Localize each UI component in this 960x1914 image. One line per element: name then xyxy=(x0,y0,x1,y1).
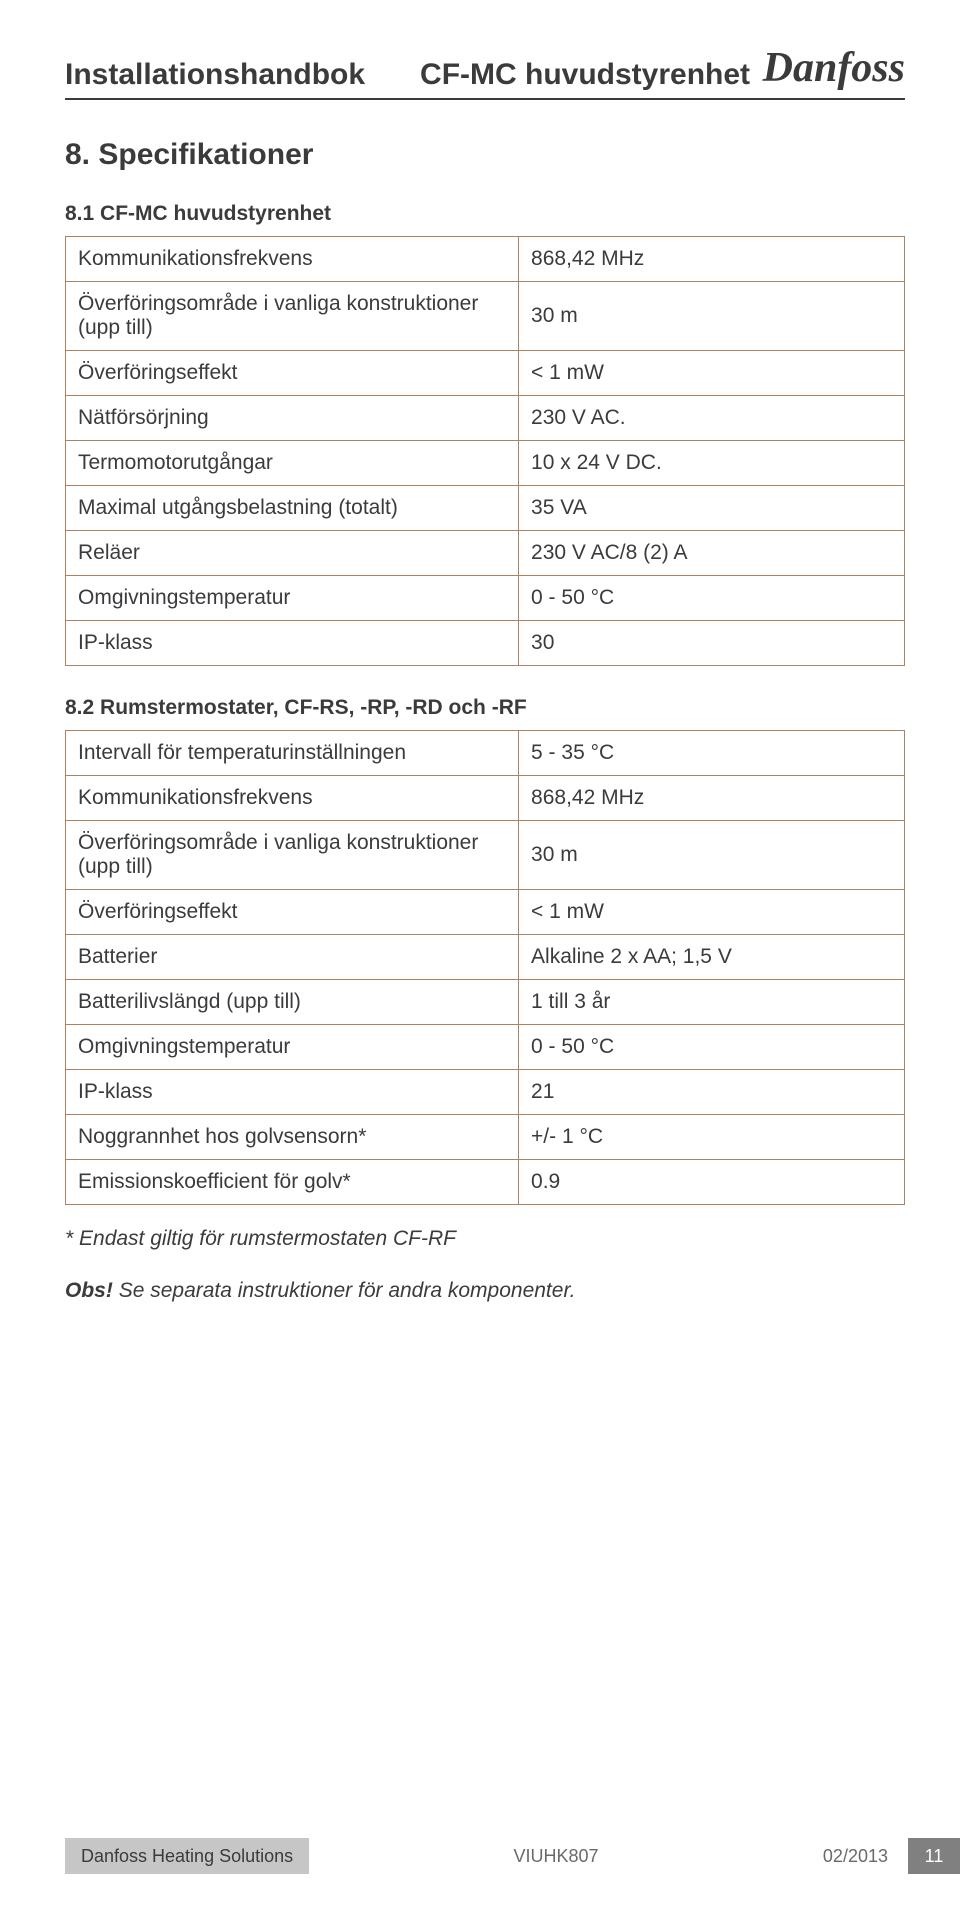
spec-value: 30 m xyxy=(519,820,905,889)
page-header: Installationshandbok CF-MC huvudstyrenhe… xyxy=(65,50,905,100)
spec-label: Noggrannhet hos golvsensorn* xyxy=(66,1114,519,1159)
obs-note: Obs! Se separata instruktioner för andra… xyxy=(65,1279,905,1303)
spec-value: 868,42 MHz xyxy=(519,236,905,281)
spec-value: 35 VA xyxy=(519,485,905,530)
header-subtitle: CF-MC huvudstyrenhet xyxy=(420,58,750,92)
table-row: Överföringsområde i vanliga konstruktion… xyxy=(66,281,905,350)
spec-label: Batterier xyxy=(66,934,519,979)
table-row: Emissionskoefficient för golv*0.9 xyxy=(66,1159,905,1204)
spec-label: Överföringseffekt xyxy=(66,889,519,934)
obs-body: Se separata instruktioner för andra komp… xyxy=(119,1279,576,1302)
subsection-8-1-title: 8.1 CF-MC huvudstyrenhet xyxy=(65,202,905,226)
table-row: Reläer230 V AC/8 (2) A xyxy=(66,530,905,575)
obs-label: Obs! xyxy=(65,1279,113,1302)
spec-value: 21 xyxy=(519,1069,905,1114)
footer-page-number: 11 xyxy=(908,1838,960,1874)
spec-value: 30 m xyxy=(519,281,905,350)
header-title: Installationshandbok xyxy=(65,58,365,92)
spec-label: Kommunikationsfrekvens xyxy=(66,236,519,281)
spec-value: 0.9 xyxy=(519,1159,905,1204)
spec-label: Kommunikationsfrekvens xyxy=(66,775,519,820)
spec-label: Batterilivslängd (upp till) xyxy=(66,979,519,1024)
spec-label: Nätförsörjning xyxy=(66,395,519,440)
spec-value: 0 - 50 °C xyxy=(519,1024,905,1069)
table-row: IP-klass21 xyxy=(66,1069,905,1114)
footer-company: Danfoss Heating Solutions xyxy=(65,1838,309,1874)
spec-label: Överföringseffekt xyxy=(66,350,519,395)
spec-value: 868,42 MHz xyxy=(519,775,905,820)
table-row: Överföringseffekt< 1 mW xyxy=(66,889,905,934)
spec-label: IP-klass xyxy=(66,1069,519,1114)
footer-docid: VIUHK807 xyxy=(309,1838,803,1874)
table-row: Kommunikationsfrekvens868,42 MHz xyxy=(66,236,905,281)
page-footer: Danfoss Heating Solutions VIUHK807 02/20… xyxy=(0,1838,960,1874)
spec-value: 10 x 24 V DC. xyxy=(519,440,905,485)
spec-value: Alkaline 2 x AA; 1,5 V xyxy=(519,934,905,979)
spec-label: Överföringsområde i vanliga konstruktion… xyxy=(66,820,519,889)
spec-label: IP-klass xyxy=(66,620,519,665)
table-row: Omgivningstemperatur0 - 50 °C xyxy=(66,575,905,620)
spec-label: Maximal utgångsbelastning (totalt) xyxy=(66,485,519,530)
table-row: Överföringsområde i vanliga konstruktion… xyxy=(66,820,905,889)
spec-label: Omgivningstemperatur xyxy=(66,575,519,620)
spec-label: Emissionskoefficient för golv* xyxy=(66,1159,519,1204)
spec-value: < 1 mW xyxy=(519,889,905,934)
header-left: Installationshandbok CF-MC huvudstyrenhe… xyxy=(65,58,750,92)
spec-value: < 1 mW xyxy=(519,350,905,395)
spec-table-8-1: Kommunikationsfrekvens868,42 MHz Överför… xyxy=(65,236,905,666)
table-row: BatterierAlkaline 2 x AA; 1,5 V xyxy=(66,934,905,979)
spec-value: 230 V AC/8 (2) A xyxy=(519,530,905,575)
table-row: Överföringseffekt< 1 mW xyxy=(66,350,905,395)
subsection-8-2-title: 8.2 Rumstermostater, CF-RS, -RP, -RD och… xyxy=(65,696,905,720)
table-row: Nätförsörjning230 V AC. xyxy=(66,395,905,440)
table-row: Maximal utgångsbelastning (totalt)35 VA xyxy=(66,485,905,530)
spec-value: +/- 1 °C xyxy=(519,1114,905,1159)
table-row: Termomotorutgångar10 x 24 V DC. xyxy=(66,440,905,485)
footnote: * Endast giltig för rumstermostaten CF-R… xyxy=(65,1227,905,1251)
table-row: Batterilivslängd (upp till)1 till 3 år xyxy=(66,979,905,1024)
table-row: Intervall för temperaturinställningen5 -… xyxy=(66,730,905,775)
spec-value: 230 V AC. xyxy=(519,395,905,440)
section-title: 8. Specifikationer xyxy=(65,138,905,172)
spec-label: Intervall för temperaturinställningen xyxy=(66,730,519,775)
spec-table-8-2: Intervall för temperaturinställningen5 -… xyxy=(65,730,905,1205)
spec-label: Överföringsområde i vanliga konstruktion… xyxy=(66,281,519,350)
danfoss-logo: Danfoss xyxy=(763,50,905,92)
spec-label: Termomotorutgångar xyxy=(66,440,519,485)
table-row: Omgivningstemperatur0 - 50 °C xyxy=(66,1024,905,1069)
spec-value: 5 - 35 °C xyxy=(519,730,905,775)
spec-value: 0 - 50 °C xyxy=(519,575,905,620)
spec-value: 1 till 3 år xyxy=(519,979,905,1024)
footer-date: 02/2013 xyxy=(803,1838,908,1874)
spec-label: Reläer xyxy=(66,530,519,575)
table-row: IP-klass30 xyxy=(66,620,905,665)
table-row: Noggrannhet hos golvsensorn*+/- 1 °C xyxy=(66,1114,905,1159)
spec-value: 30 xyxy=(519,620,905,665)
table-row: Kommunikationsfrekvens868,42 MHz xyxy=(66,775,905,820)
spec-label: Omgivningstemperatur xyxy=(66,1024,519,1069)
